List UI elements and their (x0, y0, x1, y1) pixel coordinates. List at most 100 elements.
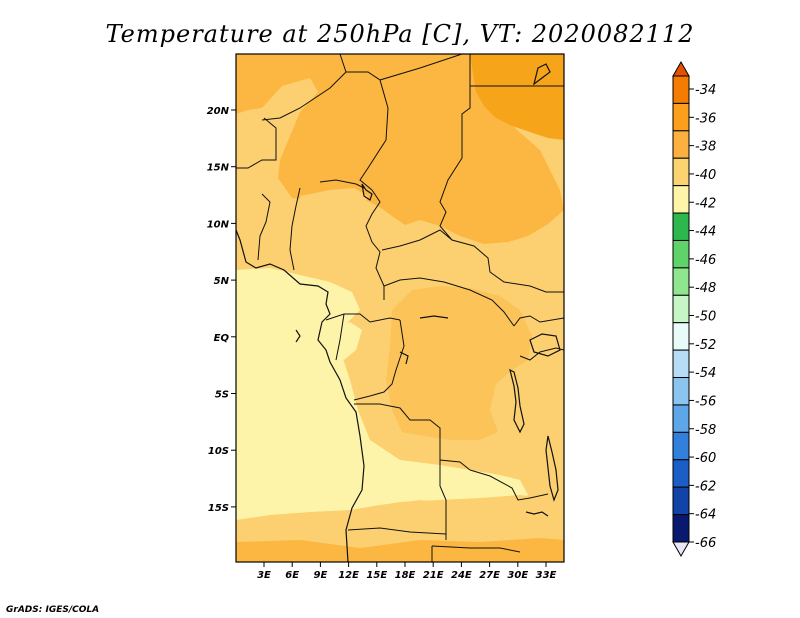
credit-label: GrADS: IGES/COLA (6, 605, 99, 615)
border-chad-sudan (439, 54, 564, 293)
colorbar-box (672, 322, 690, 351)
field-minus36 (470, 54, 564, 140)
lake-chad (361, 183, 373, 201)
border-zambia (469, 469, 549, 501)
colorbar-label: -54 (695, 366, 716, 381)
colorbar-box (672, 102, 690, 132)
border-niger (261, 71, 389, 191)
colorbar-label: -64 (695, 508, 716, 523)
colorbar-box (672, 267, 690, 296)
y-tick-label: 5S (215, 390, 229, 401)
colorbar-label: -66 (695, 536, 716, 551)
colorbar-box (672, 212, 690, 241)
border-angola-namibia (347, 527, 447, 535)
colorbar-box (672, 431, 690, 461)
colorbar-label: -56 (695, 394, 716, 409)
coastline-west (236, 229, 365, 562)
colorbar-label: -60 (695, 451, 716, 466)
border-libya-niger (379, 54, 463, 81)
colorbar-label: -40 (695, 168, 716, 183)
y-tick-label: EQ (214, 333, 230, 344)
borders (236, 54, 564, 562)
colorbar-label: -34 (695, 83, 716, 98)
colorbar-box (672, 75, 690, 104)
x-tick-label: 21E (423, 570, 444, 581)
colorbar-label: -46 (695, 253, 716, 268)
colorbar-top-arrow (672, 60, 690, 77)
border-benin (289, 187, 301, 271)
x-tick-label: 33E (536, 570, 557, 581)
y-tick-label: 20N (207, 106, 230, 117)
x-tick-label: 27E (479, 570, 500, 581)
x-tick-label: 3E (257, 570, 271, 581)
colorbar-label: -52 (695, 338, 716, 353)
x-tick-label: 9E (314, 570, 328, 581)
colorbar-box (672, 459, 690, 488)
colorbar-label: -38 (695, 140, 716, 155)
x-tick-label: 18E (395, 570, 416, 581)
lake-tanganyika (509, 368, 525, 434)
field-minus40-congo (386, 286, 532, 440)
colorbar-label: -48 (695, 281, 716, 296)
border-congo-drc (353, 319, 405, 401)
border-ghana (257, 193, 271, 261)
colorbar-box (672, 514, 690, 543)
y-tick-label: 10S (208, 446, 229, 457)
border-nigeria-cameroon (365, 189, 385, 300)
colorbar-box (672, 377, 690, 406)
colorbar-label: -36 (695, 111, 716, 126)
border-car-south (383, 277, 515, 327)
river-congo-2 (399, 351, 409, 365)
temperature-field (236, 54, 564, 562)
border-angola-drc (354, 403, 471, 471)
border-botswana (431, 545, 521, 553)
x-tick-label: 12E (338, 570, 359, 581)
river-congo-1 (419, 315, 449, 319)
lake-malawi (545, 435, 559, 502)
y-tick-label: 10N (207, 219, 230, 230)
field-minus38-south (236, 538, 564, 562)
colorbar-label: -62 (695, 479, 716, 494)
border-niger-nigeria (319, 179, 365, 189)
x-axis: 3E 6E 9E 12E 15E 18E 21E 24E 27E 30E 33E (257, 562, 557, 581)
colorbar-box (672, 157, 690, 187)
nasser-lake (533, 63, 551, 86)
chart-title: Temperature at 250hPa [C], VT: 202008211… (106, 20, 695, 48)
lake-kariba (525, 511, 549, 517)
border-mali-burkina (236, 117, 277, 169)
border-gabon-congo (335, 313, 345, 361)
field-minus42-west (236, 268, 528, 522)
bioko-island (295, 329, 301, 343)
x-tick-label: 24E (451, 570, 472, 581)
colorbar-box (672, 294, 690, 324)
colorbar-box (672, 185, 690, 214)
border-car-north (381, 229, 453, 251)
y-tick-label: 15S (208, 503, 229, 514)
x-tick-label: 15E (366, 570, 387, 581)
colorbar-bottom-arrow (672, 541, 690, 558)
y-axis: 20N 15N 10N 5N EQ 5S 10S 15S (207, 106, 236, 514)
border-algeria (339, 54, 347, 73)
colorbar-box (672, 130, 690, 159)
colorbar-label: -50 (695, 310, 716, 325)
field-minus40-nigeria (300, 188, 368, 222)
x-tick-label: 6E (285, 570, 299, 581)
x-tick-label: 30E (507, 570, 528, 581)
field-minus40-west (236, 110, 276, 170)
border-uganda (513, 315, 564, 327)
y-tick-label: 15N (207, 163, 230, 174)
colorbar: -34 -36 -38 -40 -42 -44 -46 -48 -50 -52 -54 -56 -58 -… (672, 60, 716, 558)
colorbar-box (672, 349, 690, 379)
colorbar-label: -44 (695, 225, 716, 240)
colorbar-box (672, 404, 690, 433)
border-kenya-tanzania (519, 347, 564, 361)
border-angola-zambia (439, 460, 447, 540)
map-frame (235, 53, 565, 563)
colorbar-label: -42 (695, 196, 716, 211)
colorbar-label: -58 (695, 423, 716, 438)
colorbar-box (672, 239, 690, 269)
y-tick-label: 5N (214, 276, 230, 287)
colorbar-box (672, 486, 690, 516)
lake-victoria (529, 333, 561, 357)
